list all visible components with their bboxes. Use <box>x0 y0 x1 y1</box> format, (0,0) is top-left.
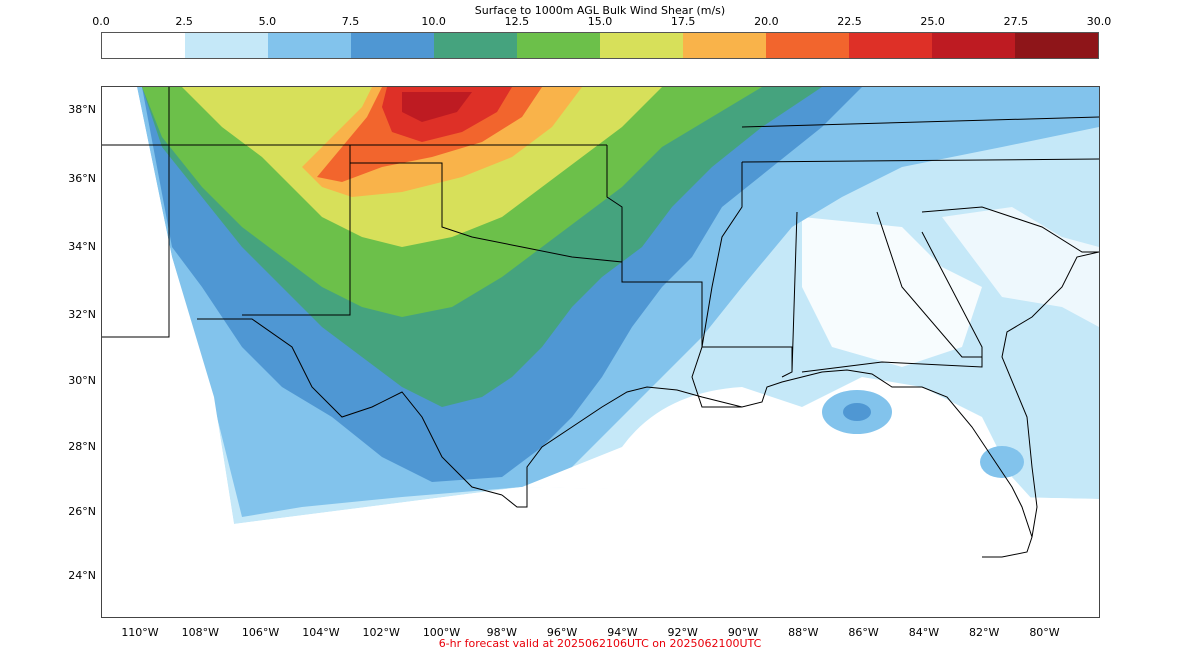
border-ga <box>876 211 982 358</box>
border-al <box>791 211 983 373</box>
colorbar-segment <box>683 33 766 58</box>
colorbar <box>101 32 1099 59</box>
colorbar-tick-label: 25.0 <box>920 15 945 28</box>
colorbar-tick-label: 2.5 <box>175 15 193 28</box>
colorbar-title: Surface to 1000m AGL Bulk Wind Shear (m/… <box>474 4 726 17</box>
colorbar-segment <box>932 33 1015 58</box>
se-white-patch <box>802 217 982 367</box>
colorbar-segment <box>351 33 434 58</box>
border-az-nm <box>102 87 170 338</box>
colorbar-tick-label: 30.0 <box>1086 15 1112 28</box>
longitude-label: 84°W <box>908 626 940 639</box>
colorbar-tick-label: 27.5 <box>1003 15 1029 28</box>
colorbar-segment <box>600 33 683 58</box>
longitude-label: 100°W <box>422 626 461 639</box>
border-ky <box>741 116 1099 128</box>
gulf-white-region <box>522 377 1032 499</box>
longitude-label: 106°W <box>241 626 280 639</box>
longitude-label: 86°W <box>848 626 879 639</box>
latitude-label: 26°N <box>68 505 96 518</box>
colorbar-tick-label: 10.0 <box>421 15 446 28</box>
domain-mask-south <box>102 87 1099 617</box>
colorbar-tick-label: 17.5 <box>670 15 696 28</box>
latitude-label: 34°N <box>68 240 96 253</box>
latitude-label: 32°N <box>68 308 96 321</box>
borders <box>102 87 1099 558</box>
se-white-patch-2 <box>942 207 1099 327</box>
colorbar-tick-label: 7.5 <box>341 15 360 28</box>
longitude-label: 102°W <box>362 626 400 639</box>
border-tx-ok <box>350 162 623 282</box>
longitude-label: 94°W <box>607 626 638 639</box>
fl-blue-patch <box>980 446 1024 478</box>
colorbar-segment <box>102 33 185 58</box>
band-25-27 <box>402 92 472 122</box>
latitude-label: 36°N <box>68 172 96 185</box>
colorbar-segment <box>1015 33 1098 58</box>
latitude-label: 28°N <box>68 440 96 453</box>
longitude-label: 88°W <box>788 626 819 639</box>
colorbar-segment <box>268 33 351 58</box>
border-ok-panhandle <box>242 145 351 316</box>
colorbar-tick-label: 12.5 <box>504 15 530 28</box>
colorbar-tick-label: 0.0 <box>92 15 110 28</box>
colorbar-segment <box>185 33 268 58</box>
border-mexico <box>197 318 503 496</box>
longitude-label: 110°W <box>121 626 159 639</box>
colorbar-tick-label: 15.0 <box>587 15 613 28</box>
colorbar-segment <box>849 33 932 58</box>
forecast-valid-text: 6-hr forecast valid at 2025062106UTC on … <box>438 637 762 650</box>
colorbar-segment <box>517 33 600 58</box>
longitude-label: 98°W <box>486 626 517 639</box>
shear-field <box>102 87 1099 617</box>
colorbar-tick-label: 22.5 <box>837 15 862 28</box>
colorbar-segment <box>766 33 849 58</box>
map-svg <box>102 87 1099 617</box>
longitude-label: 104°W <box>302 626 340 639</box>
gulf-coastline <box>501 251 1099 558</box>
gulf-blue-core <box>843 403 871 421</box>
colorbar-segment <box>434 33 517 58</box>
latitude-label: 38°N <box>68 103 96 116</box>
border-carolinas <box>921 206 1099 253</box>
border-ar-la <box>606 145 742 408</box>
latitude-label: 30°N <box>68 374 96 387</box>
longitude-label: 92°W <box>667 626 698 639</box>
longitude-label: 82°W <box>969 626 1000 639</box>
latitude-label: 24°N <box>68 569 96 582</box>
longitude-label: 108°W <box>181 626 219 639</box>
map-frame <box>101 86 1100 618</box>
colorbar-tick-label: 20.0 <box>754 15 779 28</box>
longitude-label: 90°W <box>727 626 759 639</box>
longitude-label: 80°W <box>1029 626 1060 639</box>
colorbar-tick-label: 5.0 <box>258 15 277 28</box>
border-tn <box>741 158 1099 163</box>
longitude-label: 96°W <box>546 626 578 639</box>
